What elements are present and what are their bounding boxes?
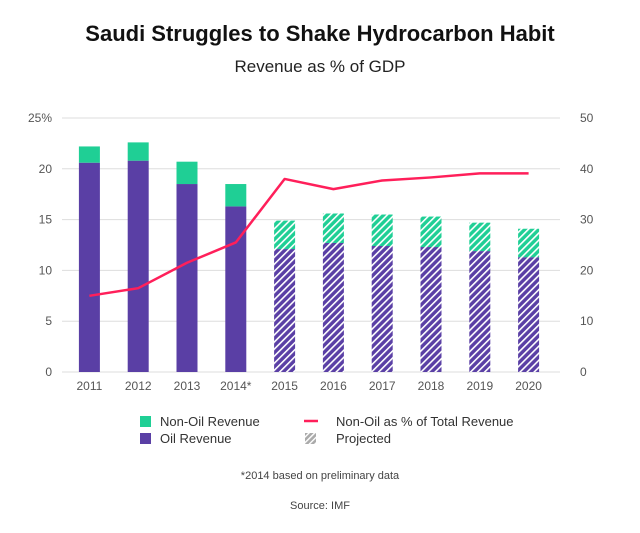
bar-oil-revenue	[176, 184, 198, 372]
y-left-tick-label: 0	[45, 365, 52, 379]
bar-oil-revenue	[274, 249, 296, 372]
bar-non-oil-revenue	[176, 161, 198, 185]
legend-label-projected: Projected	[336, 431, 391, 446]
bar-oil-revenue	[420, 247, 442, 372]
bar-oil-revenue	[127, 160, 149, 372]
legend-swatch-non-oil	[140, 416, 151, 427]
x-tick-label: 2015	[271, 379, 298, 393]
x-tick-label: 2013	[174, 379, 201, 393]
footnote: *2014 based on preliminary data	[241, 470, 400, 482]
bar-oil-revenue	[518, 257, 540, 372]
y-right-tick-label: 30	[580, 213, 594, 227]
legend-label-non-oil: Non-Oil Revenue	[160, 414, 260, 429]
x-tick-label: 2019	[466, 379, 493, 393]
y-left-tick-label: 25%	[28, 111, 52, 125]
y-left-tick-label: 20	[39, 162, 53, 176]
y-left-tick-label: 5	[45, 314, 52, 328]
x-tick-label: 2016	[320, 379, 347, 393]
y-left-tick-label: 10	[39, 263, 53, 277]
x-tick-label: 2020	[515, 379, 542, 393]
bar-non-oil-revenue	[420, 216, 442, 248]
bar-non-oil-revenue	[371, 214, 393, 247]
bar-oil-revenue	[322, 242, 344, 372]
chart-title: Saudi Struggles to Shake Hydrocarbon Hab…	[85, 21, 555, 46]
chart-subtitle: Revenue as % of GDP	[234, 57, 405, 76]
x-tick-label: 2011	[76, 379, 102, 393]
x-tick-label: 2017	[369, 379, 396, 393]
bar-non-oil-revenue	[518, 228, 540, 258]
legend-label-line: Non-Oil as % of Total Revenue	[336, 414, 514, 429]
bar-non-oil-revenue	[274, 220, 296, 250]
y-right-tick-label: 0	[580, 365, 587, 379]
bar-non-oil-revenue	[469, 222, 491, 252]
bar-oil-revenue	[78, 162, 100, 372]
line-non-oil-share	[89, 172, 529, 298]
x-tick-label: 2012	[125, 379, 152, 393]
x-tick-label: 2014*	[220, 379, 252, 393]
bar-oil-revenue	[371, 246, 393, 372]
bar-oil-revenue	[469, 251, 491, 372]
y-right-tick-label: 50	[580, 111, 594, 125]
y-left-tick-label: 15	[39, 213, 53, 227]
legend-swatch-oil	[140, 433, 151, 444]
legend-swatch-projected	[305, 433, 316, 444]
bar-non-oil-revenue	[78, 146, 100, 163]
y-right-tick-label: 10	[580, 314, 594, 328]
bar-non-oil-revenue	[225, 184, 247, 207]
bar-oil-revenue	[225, 206, 247, 372]
y-right-tick-label: 40	[580, 162, 594, 176]
legend-label-oil: Oil Revenue	[160, 431, 232, 446]
source: Source: IMF	[290, 500, 350, 512]
legend: Non-Oil Revenue Oil Revenue Non-Oil as %…	[140, 414, 514, 446]
bar-non-oil-revenue	[127, 142, 149, 161]
x-tick-label: 2018	[418, 379, 445, 393]
y-right-tick-label: 20	[580, 263, 594, 277]
bar-non-oil-revenue	[322, 213, 344, 243]
